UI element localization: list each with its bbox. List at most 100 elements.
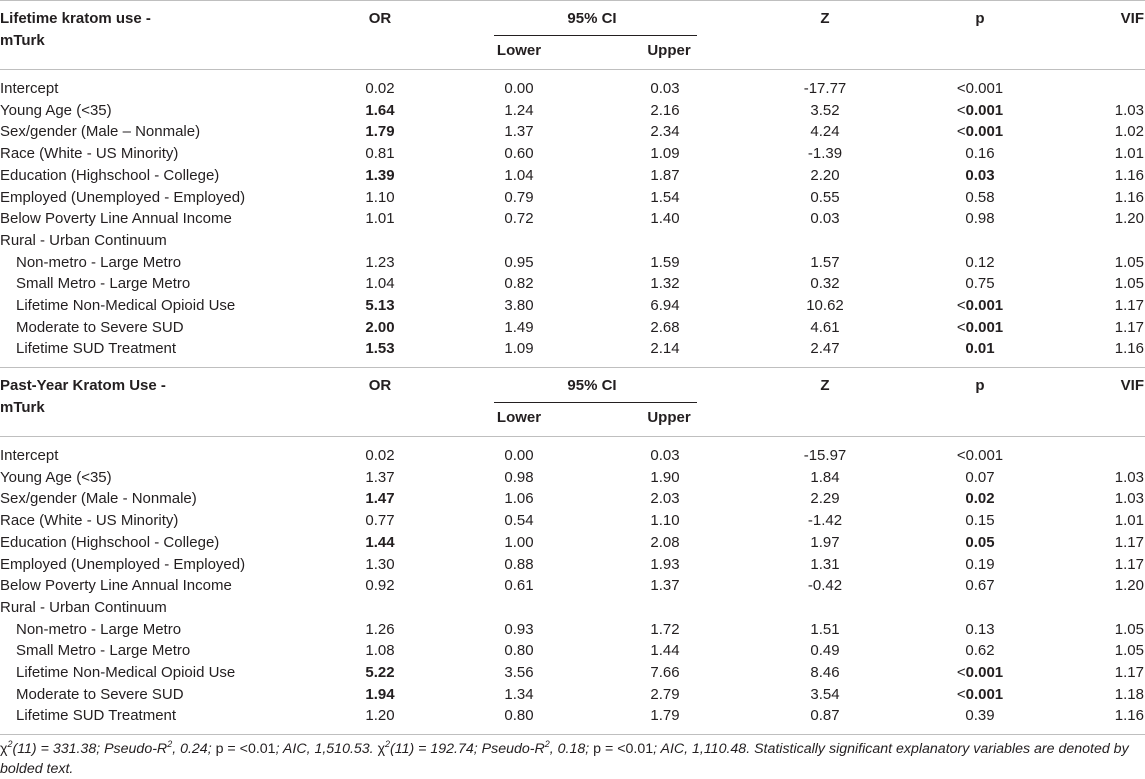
or-value: 0.81: [365, 145, 395, 163]
z-value: 2.20: [810, 166, 840, 184]
or-value: 1.26: [365, 620, 395, 638]
ci-lower-value: 1.34: [504, 685, 534, 703]
z-value: 8.46: [810, 664, 840, 681]
table-footnote: χ2(11) = 331.38; Pseudo-R2, 0.24; p = <0…: [0, 739, 1140, 779]
z-value: 2.47: [810, 340, 840, 358]
table-row: Young Age (<35) 1.64 1.24 2.16 3.52 <0.001 1.0…: [0, 100, 1145, 121]
ci-lower-value: 0.93: [504, 620, 534, 638]
lower-header: Lower: [496, 42, 542, 59]
p-prefix: <: [956, 101, 966, 119]
p-value-cell: 0.12: [942, 252, 1018, 273]
row-label: Employed (Unemployed - Employed): [0, 555, 246, 573]
table-row: Employed (Unemployed - Employed) 1.30 0.88…: [0, 554, 1145, 575]
table-rule: [0, 367, 1145, 368]
vif-value: 1.18: [1114, 685, 1144, 703]
p-value: 0.58: [965, 188, 995, 206]
or-value: 1.23: [365, 253, 395, 271]
p-value-cell: <0.001: [942, 662, 1018, 683]
p-value: 0.62: [965, 642, 995, 660]
row-label: Moderate to Severe SUD: [16, 685, 184, 703]
p-prefix: <: [956, 447, 966, 464]
ci-upper-value: 1.10: [650, 512, 680, 530]
table-row: Below Poverty Line Annual Income 0.92 0.61…: [0, 575, 1145, 596]
ci-header: 95% CI: [567, 377, 617, 394]
or-value: 1.94: [365, 685, 395, 703]
table-bottom-rule: [0, 734, 1145, 735]
vif-value: 1.03: [1114, 490, 1144, 508]
p-prefix: <: [956, 664, 966, 681]
table-row: Education (Highschool - College) 1.44 1.00…: [0, 532, 1145, 553]
p-value-cell: <0.001: [942, 100, 1018, 121]
footnote-stats-1b: , 0.24;: [172, 741, 216, 757]
ci-upper-value: 0.03: [650, 80, 680, 97]
row-label: Young Age (<35): [0, 101, 112, 119]
vif-value: 1.01: [1114, 512, 1144, 530]
upper-header: Upper: [647, 42, 691, 59]
row-label: Non-metro - Large Metro: [16, 620, 182, 638]
row-label: Moderate to Severe SUD: [16, 318, 184, 336]
z-value: -0.42: [807, 577, 843, 595]
z-value: 0.49: [810, 642, 840, 660]
p-prefix: <: [956, 685, 966, 703]
ci-lower-value: 1.49: [504, 318, 534, 336]
z-value: 1.31: [810, 555, 840, 573]
ci-upper-value: 7.66: [650, 664, 680, 681]
ci-lower-value: 1.37: [504, 123, 534, 141]
row-label: Intercept: [0, 80, 59, 97]
ci-lower-value: 1.24: [504, 101, 534, 119]
p-value-cell: 0.16: [942, 143, 1018, 164]
ci-lower-value: 0.61: [504, 577, 534, 595]
or-header: OR: [368, 377, 392, 394]
ci-upper-value: 2.03: [650, 490, 680, 508]
p-value: 0.001: [965, 685, 1004, 703]
table-row: Non-metro - Large Metro 1.26 0.93 1.72 1.51 0…: [0, 619, 1145, 640]
p-value: 0.001: [965, 123, 1004, 141]
row-label: Below Poverty Line Annual Income: [0, 210, 232, 228]
table-row: Race (White - US Minority) 0.81 0.60 1.09 -1…: [0, 143, 1145, 164]
or-value: 0.92: [365, 577, 395, 595]
table-row: Sex/gender (Male - Nonmale) 1.47 1.06 2.03 2…: [0, 488, 1145, 509]
table-row: Moderate to Severe SUD 2.00 1.49 2.68 4.61 <0…: [0, 317, 1145, 338]
chi-exponent: 2: [7, 739, 13, 749]
footnote-p-2: p = <0.01: [593, 741, 654, 757]
z-value: -15.97: [803, 447, 847, 464]
p-value: 0.05: [965, 533, 995, 551]
z-value: -1.39: [807, 145, 843, 163]
ci-upper-value: 1.37: [650, 577, 680, 595]
p-value-cell: <0.001: [942, 121, 1018, 142]
p-value: 0.39: [965, 707, 995, 725]
footnote-stats-1a: (11) = 331.38; Pseudo-R: [12, 741, 168, 757]
p-value-cell: 0.03: [942, 165, 1018, 186]
row-label: Sex/gender (Male – Nonmale): [0, 123, 201, 141]
z-value: 4.24: [810, 123, 840, 141]
or-value: 1.08: [365, 642, 395, 660]
row-label: Employed (Unemployed - Employed): [0, 188, 246, 206]
or-value: 1.79: [365, 123, 395, 141]
p-prefix: <: [956, 80, 966, 97]
ci-lower-value: 0.54: [504, 512, 534, 530]
p-value: 0.001: [965, 80, 1004, 97]
p-value: 0.001: [965, 318, 1004, 336]
or-value: 1.01: [365, 210, 395, 228]
vif-value: 1.05: [1114, 620, 1144, 638]
p-value: 0.13: [965, 620, 995, 638]
vif-value: 1.16: [1114, 340, 1144, 358]
table-row: Moderate to Severe SUD 1.94 1.34 2.79 3.54 <0…: [0, 684, 1145, 705]
ci-lower-value: 1.09: [504, 340, 534, 358]
p-value: 0.03: [965, 166, 995, 184]
or-value: 5.13: [365, 297, 395, 314]
z-value: 1.51: [810, 620, 840, 638]
or-value: 0.77: [365, 512, 395, 530]
table-rule: [0, 0, 1145, 1]
ci-lower-value: 0.95: [504, 253, 534, 271]
p-value: 0.75: [965, 275, 995, 293]
row-label: Lifetime Non-Medical Opioid Use: [16, 664, 236, 681]
upper-header: Upper: [647, 409, 691, 426]
p-value-cell: 0.07: [942, 467, 1018, 488]
ci-upper-value: 2.16: [650, 101, 680, 119]
p-value: 0.19: [965, 555, 995, 573]
vif-value: 1.03: [1114, 468, 1144, 486]
row-label: Small Metro - Large Metro: [16, 642, 191, 660]
ci-lower-value: 0.80: [504, 707, 534, 725]
p-value-cell: <0.001: [942, 684, 1018, 705]
